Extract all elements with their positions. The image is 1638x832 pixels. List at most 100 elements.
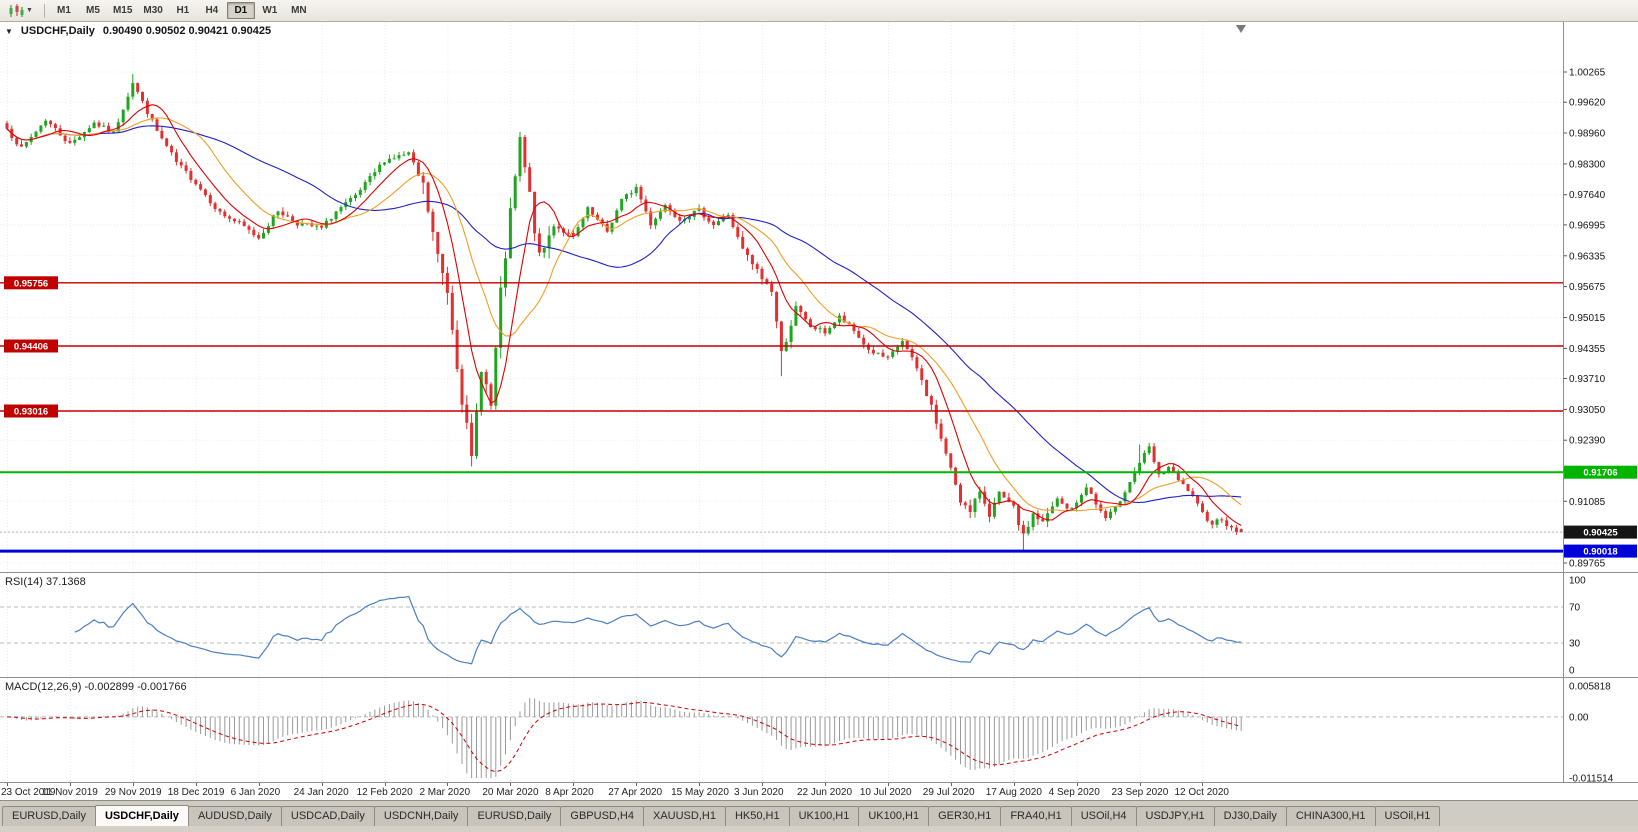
svg-text:0.93016: 0.93016: [14, 407, 48, 418]
svg-text:0.90425: 0.90425: [1583, 528, 1618, 539]
price-tag-0.91706: 0.91706: [1564, 465, 1637, 479]
svg-text:0.90018: 0.90018: [1583, 547, 1617, 558]
time-tick: [447, 783, 449, 786]
time-tick: [1139, 783, 1141, 786]
main-chart-svg: 1.00265 0.99620 0.98960 0.98300 0.97640 0.969…: [0, 22, 1637, 572]
time-tick: [510, 783, 512, 786]
chart-tab-usdcnh-daily[interactable]: USDCNH,Daily: [373, 806, 469, 826]
svg-text:0.97640: 0.97640: [1569, 190, 1606, 201]
chart-tab-uk100-h1[interactable]: UK100,H1: [858, 806, 930, 826]
ma-mid-line: [6, 117, 1242, 512]
svg-text:0.005818: 0.005818: [1569, 682, 1611, 693]
timeframe-button-m5[interactable]: M5: [85, 5, 100, 16]
svg-text:0: 0: [1569, 666, 1575, 677]
timeframe-button-h4[interactable]: H4: [205, 5, 219, 16]
chart-tab-gbpusd-h4[interactable]: GBPUSD,H4: [560, 806, 644, 826]
timeframe-button-mn[interactable]: MN: [291, 5, 307, 16]
chart-tab-hk50-h1[interactable]: HK50,H1: [724, 806, 790, 826]
ma-slow-line: [6, 125, 1242, 504]
time-axis-label: 20 Mar 2020: [482, 787, 539, 798]
time-axis-label: 18 Dec 2019: [167, 787, 225, 798]
chart-tab-xauusd-h1[interactable]: XAUUSD,H1: [642, 806, 726, 826]
time-axis-label: 29 Nov 2019: [104, 787, 162, 798]
candlestick-chart-icon: [9, 3, 24, 17]
timeframe-button-m1[interactable]: M1: [56, 5, 71, 16]
svg-text:0.98300: 0.98300: [1569, 159, 1606, 170]
chart-tab-eurusd-daily[interactable]: EURUSD,Daily: [2, 806, 96, 826]
status-bar: [0, 826, 1638, 832]
time-axis-label: 29 Jul 2020: [922, 787, 975, 798]
time-axis-label: 12 Feb 2020: [356, 787, 413, 798]
rsi-chart-svg: 100 70 30 0: [0, 573, 1586, 677]
time-axis-label: 23 Oct 2019: [1, 787, 56, 798]
chart-tab-fra40-h1[interactable]: FRA40,H1: [1000, 806, 1072, 826]
time-tick: [887, 783, 889, 786]
chart-tab-eurusd-daily[interactable]: EURUSD,Daily: [467, 806, 562, 826]
time-axis-label: 23 Sep 2020: [1111, 787, 1169, 798]
macd-indicator-panel[interactable]: 0.005818 0.00 -0.011514 MACD(12,26,9) -0.0…: [0, 677, 1638, 782]
chart-tab-usdjpy-h1[interactable]: USDJPY,H1: [1135, 806, 1215, 826]
timeframe-button-d1[interactable]: D1: [226, 2, 255, 19]
ma-fast-line: [6, 104, 1242, 526]
price-tag-0.95756: 0.95756: [4, 276, 58, 290]
timeframe-toolbar: ▼ M1 M5 M15 M30 H1 H4 D1 W1 MN: [0, 0, 1638, 22]
svg-text:-0.011514: -0.011514: [1569, 774, 1614, 783]
time-tick: [7, 783, 8, 786]
svg-text:0.00: 0.00: [1569, 712, 1589, 723]
time-axis-label: 24 Jan 2020: [293, 787, 349, 798]
time-axis-label: 12 Oct 2020: [1174, 787, 1229, 798]
chart-tab-usdchf-daily[interactable]: USDCHF,Daily: [94, 805, 189, 826]
time-axis-label: 3 Jun 2020: [734, 787, 784, 798]
time-axis-label: 2 Mar 2020: [419, 787, 471, 798]
time-axis-label: 27 Apr 2020: [608, 787, 663, 798]
timeframe-button-w1[interactable]: W1: [262, 5, 278, 16]
svg-text:0.93050: 0.93050: [1569, 405, 1606, 416]
candlestick-series: [5, 74, 1243, 553]
price-tag-0.94406: 0.94406: [4, 339, 58, 353]
chart-tab-ger30-h1[interactable]: GER30,H1: [928, 806, 1002, 826]
time-axis-label: 17 Aug 2020: [985, 787, 1042, 798]
svg-text:0.94355: 0.94355: [1569, 344, 1606, 355]
macd-histogram: [11, 698, 1242, 778]
time-tick: [762, 783, 764, 786]
time-axis-label: 6 Jan 2020: [230, 787, 281, 798]
time-axis-label: 15 May 2020: [671, 787, 729, 798]
time-tick: [195, 783, 197, 786]
chart-tab-uk100-h1[interactable]: UK100,H1: [788, 806, 860, 826]
chart-shift-icon[interactable]: [1236, 25, 1246, 33]
main-grid: [0, 22, 1563, 572]
time-axis-label: 22 Jun 2020: [796, 787, 853, 798]
rsi-grid: [0, 573, 1563, 677]
chart-type-button[interactable]: ▼: [4, 1, 37, 21]
time-axis-label: 11 Nov 2019: [41, 787, 98, 798]
chart-tab-usoil-h4[interactable]: USOil,H4: [1070, 806, 1137, 826]
chart-tab-usoil-h1[interactable]: USOil,H1: [1374, 806, 1441, 826]
svg-text:0.98960: 0.98960: [1569, 129, 1606, 140]
macd-signal-line: [6, 702, 1242, 773]
price-tag-0.93016: 0.93016: [4, 404, 58, 418]
svg-text:0.96335: 0.96335: [1569, 251, 1606, 262]
chart-tab-audusd-daily[interactable]: AUDUSD,Daily: [187, 806, 282, 826]
chevron-down-icon: ▼: [26, 7, 33, 14]
time-tick: [824, 783, 826, 786]
chart-tab-usdcad-daily[interactable]: USDCAD,Daily: [280, 806, 375, 826]
timeframe-button-h1[interactable]: H1: [176, 5, 190, 16]
time-tick: [573, 783, 575, 786]
price-chart-panel[interactable]: 1.00265 0.99620 0.98960 0.98300 0.97640 0.969…: [0, 22, 1638, 572]
time-axis[interactable]: 23 Oct 2019 11 Nov 2019 29 Nov 2019 18 Dec …: [0, 782, 1638, 800]
time-tick: [132, 783, 134, 786]
chart-tabs-bar: EURUSD,Daily USDCHF,Daily AUDUSD,Daily USDC…: [0, 800, 1638, 826]
chart-tab-dj30-daily[interactable]: DJ30,Daily: [1213, 806, 1287, 826]
price-scale[interactable]: 1.00265 0.99620 0.98960 0.98300 0.97640 0.969…: [1563, 22, 1606, 572]
svg-text:1.00265: 1.00265: [1569, 68, 1606, 79]
macd-chart-svg: 0.005818 0.00 -0.011514: [0, 678, 1614, 783]
svg-text:0.95675: 0.95675: [1569, 282, 1606, 293]
svg-text:0.95015: 0.95015: [1569, 313, 1606, 324]
timeframe-button-m30[interactable]: M30: [143, 5, 163, 16]
chart-tab-china300-h1[interactable]: CHINA300,H1: [1285, 806, 1376, 826]
svg-text:70: 70: [1569, 603, 1581, 614]
chart-area: 1.00265 0.99620 0.98960 0.98300 0.97640 0.969…: [0, 22, 1638, 800]
rsi-indicator-panel[interactable]: 100 70 30 0 RSI(14) 37.1368: [0, 572, 1638, 677]
timeframe-button-m15[interactable]: M15: [112, 5, 133, 16]
